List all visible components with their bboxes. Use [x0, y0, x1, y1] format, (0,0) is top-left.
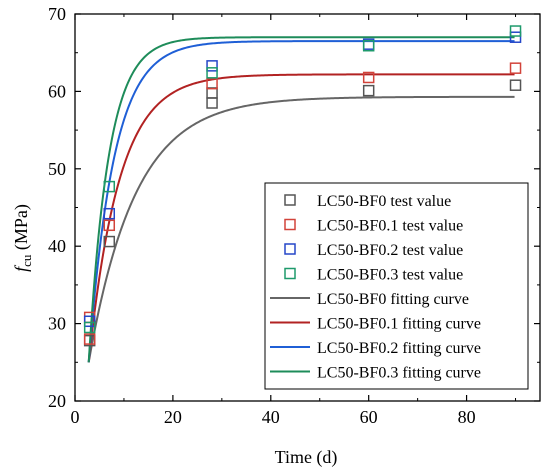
fitting-curve	[87, 40, 515, 363]
y-tick-label: 20	[48, 391, 66, 411]
data-point	[509, 62, 522, 74]
data-point	[509, 31, 522, 43]
legend-label: LC50-BF0.2 test value	[317, 242, 463, 259]
data-point	[206, 60, 218, 72]
y-tick-label: 30	[48, 314, 66, 334]
legend-label: LC50-BF0.3 test value	[317, 267, 463, 284]
x-tick-label: 60	[360, 407, 378, 427]
fitting-curves	[87, 36, 515, 363]
data-point	[206, 97, 218, 109]
data-point	[103, 219, 116, 232]
y-axis-label: fcu (MPa)	[11, 204, 34, 272]
fitting-curve	[87, 95, 515, 363]
x-tick-label: 80	[458, 407, 476, 427]
data-point	[362, 84, 375, 97]
fitting-curve	[87, 36, 515, 363]
data-point	[83, 321, 96, 334]
legend-label: LC50-BF0 fitting curve	[317, 291, 469, 308]
data-point	[509, 25, 522, 37]
y-tick-label: 70	[48, 4, 66, 24]
y-tick-label: 60	[48, 81, 66, 101]
x-tick-label: 20	[164, 407, 182, 427]
x-axis-label: Time (d)	[275, 447, 338, 468]
legend-label: LC50-BF0.3 fitting curve	[317, 365, 481, 382]
fitting-curve	[87, 73, 515, 363]
y-tick-label: 50	[48, 159, 66, 179]
y-tick-label: 40	[48, 236, 66, 256]
y-axis-label-main: f	[11, 264, 31, 272]
data-point	[103, 180, 116, 193]
legend-label: LC50-BF0.1 test value	[317, 218, 463, 235]
legend-label: LC50-BF0.2 fitting curve	[317, 340, 481, 357]
data-point	[509, 79, 522, 91]
legend-box	[264, 182, 529, 390]
data-point	[362, 39, 375, 52]
data-point	[206, 67, 218, 79]
legend-marker	[284, 194, 296, 206]
test-points	[83, 25, 522, 347]
legend-marker	[284, 243, 296, 255]
legend-marker	[284, 267, 296, 280]
data-point	[206, 87, 218, 99]
x-tick-label: 40	[262, 407, 280, 427]
data-point	[83, 333, 96, 345]
data-point	[362, 71, 375, 84]
x-tick-label: 0	[71, 407, 80, 427]
data-point	[103, 235, 116, 248]
legend-label: LC50-BF0 test value	[317, 193, 451, 210]
y-axis-label-unit: (MPa)	[11, 204, 32, 255]
data-point	[83, 315, 96, 328]
data-point	[103, 207, 116, 220]
y-axis-label-sub: cu	[19, 254, 34, 267]
legend-marker	[284, 218, 296, 231]
data-point	[206, 77, 218, 90]
legend: LC50-BF0 test value LC50-BF0.1 test value…	[264, 182, 529, 390]
legend-label: LC50-BF0.1 fitting curve	[317, 316, 481, 333]
